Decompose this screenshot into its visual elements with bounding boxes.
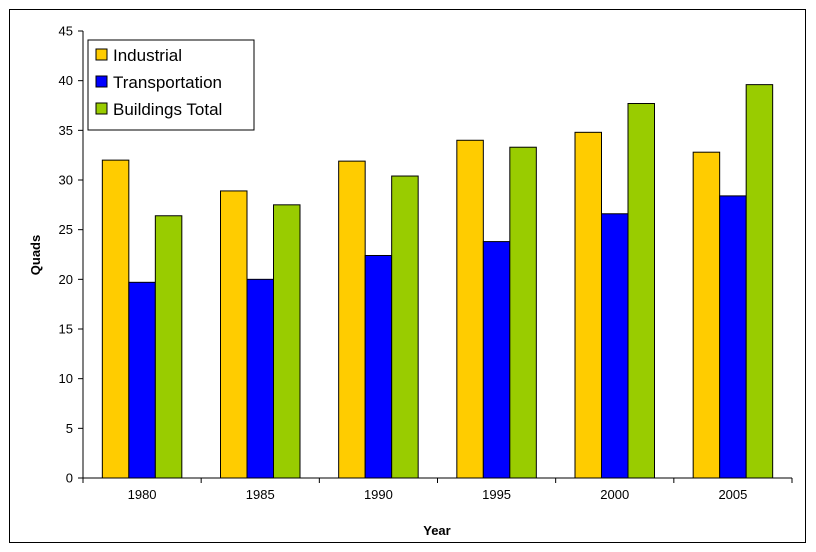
x-ticks-group: 1980 1985 1990 1995 2000 2005	[82, 478, 793, 502]
bar-transportation-1990	[364, 254, 393, 479]
bar-industrial-1990	[338, 160, 366, 479]
y-axis-title: Quads	[28, 235, 43, 275]
bar-transportation-1995	[482, 241, 511, 479]
x-tick-label: 1990	[364, 487, 393, 502]
legend-swatch-buildings-total	[95, 102, 108, 115]
y-tick-label: 30	[59, 173, 73, 188]
y-tick-label: 0	[66, 471, 73, 486]
y-tick-label: 20	[59, 272, 73, 287]
y-tick-label: 25	[59, 222, 73, 237]
bar-buildings-total-2000	[627, 103, 655, 479]
bar-buildings-total-1980	[154, 215, 183, 479]
bar-buildings-total-2005	[745, 84, 774, 479]
legend-label: Industrial	[113, 46, 182, 65]
legend-label: Buildings Total	[113, 100, 222, 119]
x-tick-label: 2005	[718, 487, 747, 502]
legend-label: Transportation	[113, 73, 222, 92]
legend-box	[87, 39, 255, 131]
bar-industrial-2005	[692, 151, 721, 479]
bar-transportation-1985	[246, 278, 274, 479]
bar-industrial-1985	[220, 190, 248, 479]
bar-industrial-1995	[456, 139, 484, 479]
bar-buildings-total-1990	[391, 175, 419, 479]
bars-group	[101, 84, 774, 479]
bar-industrial-2000	[574, 131, 602, 479]
bar-buildings-total-1995	[509, 146, 537, 479]
bar-buildings-total-1985	[273, 204, 301, 479]
y-ticks-group: 0 5 10 15 20 25 30 35 40 45	[59, 24, 83, 486]
bar-transportation-1980	[128, 281, 156, 479]
bar-industrial-1980	[101, 159, 130, 479]
legend-swatch-industrial	[95, 48, 108, 61]
bar-transportation-2005	[719, 195, 747, 479]
y-tick-label: 5	[66, 421, 73, 436]
y-tick-label: 45	[59, 24, 73, 39]
y-tick-label: 35	[59, 123, 73, 138]
x-tick-label: 2000	[600, 487, 629, 502]
y-tick-label: 40	[59, 73, 73, 88]
x-axis-title: Year	[423, 523, 450, 538]
y-tick-label: 15	[59, 322, 73, 337]
legend: Industrial Transportation Buildings Total	[87, 39, 255, 131]
y-tick-label: 10	[59, 371, 73, 386]
legend-swatch-transportation	[95, 75, 108, 88]
x-tick-label: 1980	[128, 487, 157, 502]
bar-transportation-2000	[601, 213, 629, 479]
x-tick-label: 1985	[246, 487, 275, 502]
x-tick-label: 1995	[482, 487, 511, 502]
